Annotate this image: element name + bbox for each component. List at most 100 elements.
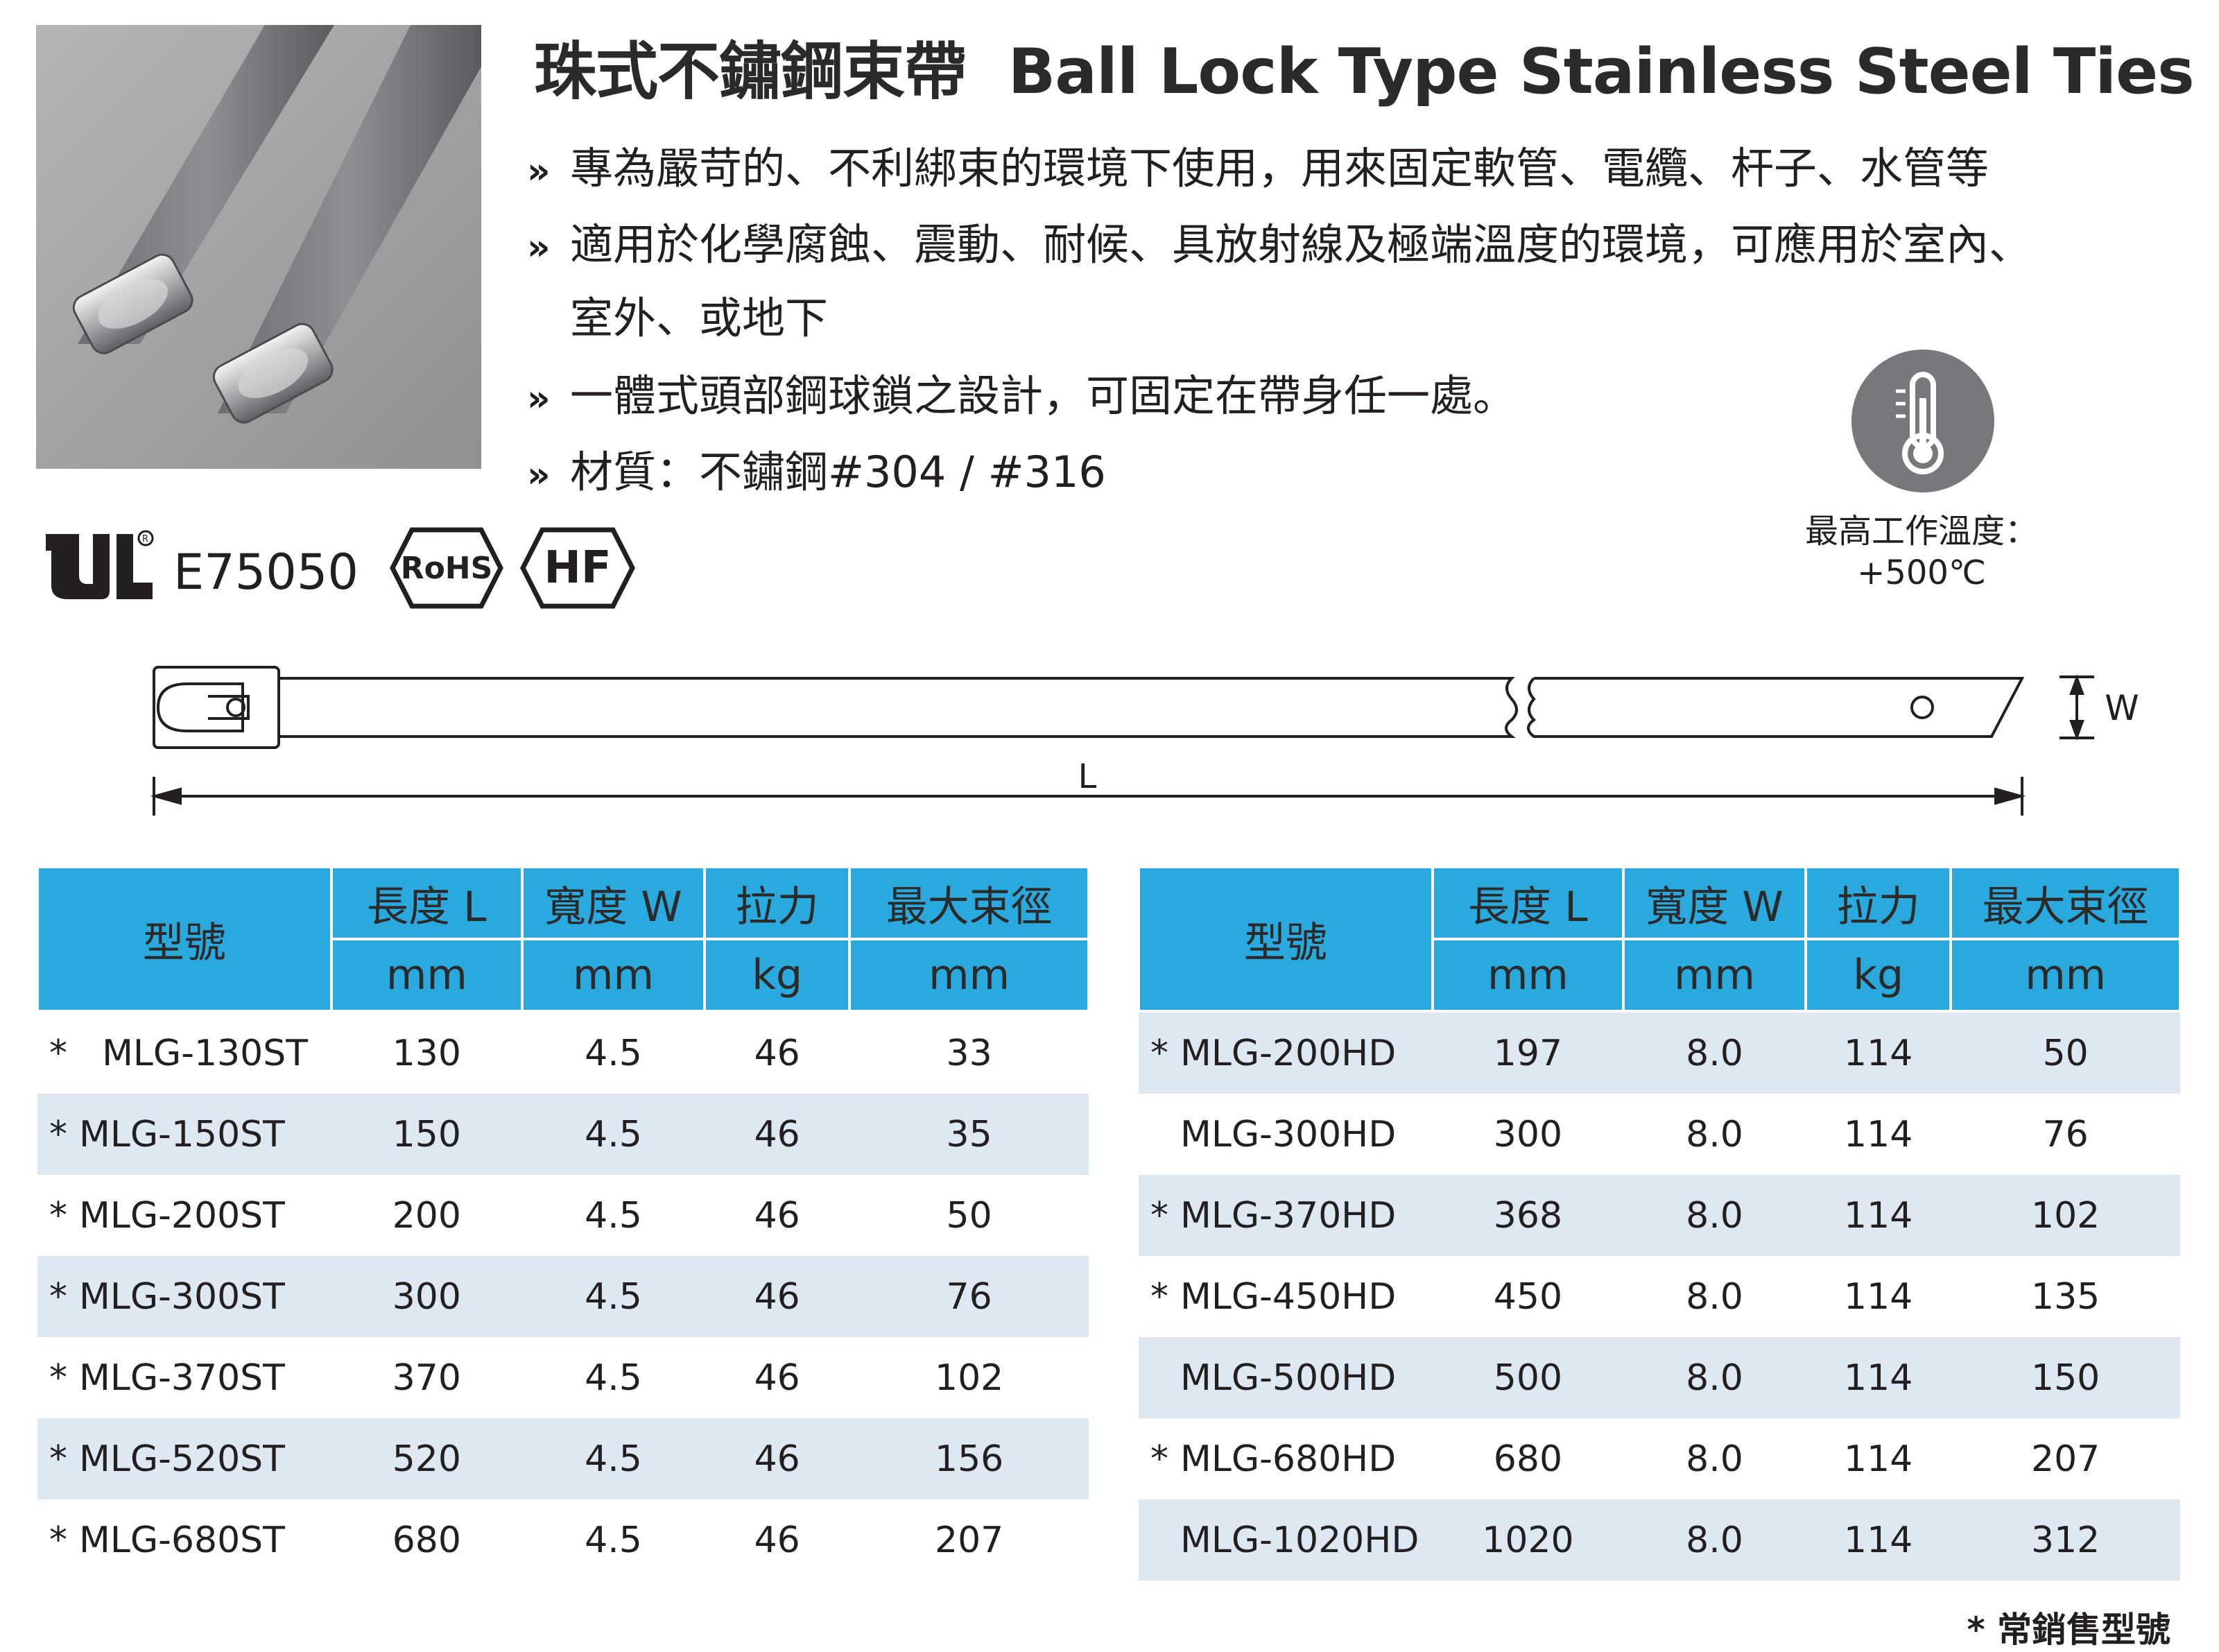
tensile-value: 114 xyxy=(1844,1438,1913,1480)
rohs-badge: RoHS xyxy=(388,526,505,610)
header-bundle-unit: mm xyxy=(848,938,1090,1013)
width-value: 4.5 xyxy=(585,1357,642,1399)
spec-table-hd: 型號 長度 L 寬度 W 拉力 最大束徑 mm mm kg mm * MLG-20… xyxy=(1137,866,2182,1581)
footnote: * 常銷售型號 xyxy=(1967,1610,2170,1650)
tensile-value: 114 xyxy=(1844,1275,1913,1318)
popular-marker: * xyxy=(1150,1194,1168,1237)
length-value: 1020 xyxy=(1432,1499,1623,1581)
bullet-text: 材質：不鏽鋼#304 / #316 xyxy=(570,447,1106,497)
model-number: MLG-200ST xyxy=(79,1194,285,1237)
length-label: L xyxy=(1078,757,1097,796)
popular-marker: * xyxy=(1150,1438,1168,1480)
bundle-value: 102 xyxy=(1951,1175,2180,1256)
bundle-value: 35 xyxy=(849,1094,1089,1175)
width-value: 8.0 xyxy=(1686,1113,1743,1155)
feature-bullet-2-cont: 室外、或地下 xyxy=(570,293,829,343)
model-number: MLG-370ST xyxy=(79,1357,285,1399)
length-value: 200 xyxy=(392,1194,461,1237)
product-photo xyxy=(36,25,481,469)
width-value: 4.5 xyxy=(521,1418,705,1499)
bundle-value: 50 xyxy=(946,1194,992,1237)
bundle-value: 312 xyxy=(1951,1499,2180,1581)
bullet-mark: » xyxy=(527,227,551,268)
bundle-value: 76 xyxy=(2042,1113,2089,1155)
header-bundle-unit: mm xyxy=(1949,938,2182,1013)
table-row: * MLG-520ST 520 4.5 46 156 xyxy=(37,1418,1089,1499)
table-row: * MLG-370ST 370 4.5 46 102 xyxy=(37,1337,1089,1418)
temperature-label: 最高工作溫度： xyxy=(1804,512,2038,551)
width-value: 8.0 xyxy=(1623,1499,1806,1581)
spec-table-st: 型號 長度 L 寬度 W 拉力 最大束徑 mm mm kg mm * MLG-1… xyxy=(36,866,1090,1581)
model-number: MLG-680ST xyxy=(79,1519,285,1561)
length-value: 150 xyxy=(331,1094,522,1175)
width-value: 4.5 xyxy=(585,1194,642,1237)
popular-marker: * xyxy=(49,1357,67,1399)
table-row: * MLG-680ST 680 4.5 46 207 xyxy=(37,1499,1089,1581)
bundle-value: 135 xyxy=(2031,1275,2100,1318)
tie-dimension-diagram: L xyxy=(139,652,2096,832)
tensile-value: 46 xyxy=(705,1094,850,1175)
width-value: 8.0 xyxy=(1686,1275,1743,1318)
width-dimension: W xyxy=(2053,673,2157,756)
table-row: * MLG-680HD 680 8.0 114 207 xyxy=(1139,1418,2180,1499)
popular-marker: * xyxy=(1150,1032,1168,1074)
bundle-value: 76 xyxy=(849,1256,1089,1337)
length-value: 300 xyxy=(1493,1113,1563,1155)
width-value: 8.0 xyxy=(1623,1337,1806,1418)
bundle-value: 150 xyxy=(1951,1337,2180,1418)
model-number: MLG-1020HD xyxy=(1180,1519,1419,1561)
width-label: W xyxy=(2105,688,2139,728)
bullet-mark: » xyxy=(527,454,551,496)
tensile-value: 114 xyxy=(1806,1011,1951,1094)
popular-marker: * xyxy=(49,1113,67,1155)
header-tensile: 拉力 xyxy=(1804,866,1953,940)
width-value: 4.5 xyxy=(521,1094,705,1175)
header-model: 型號 xyxy=(1137,866,1434,1013)
header-width-unit: mm xyxy=(1621,938,1808,1013)
bullet-mark: » xyxy=(527,150,551,192)
header-tensile: 拉力 xyxy=(703,866,852,940)
ul-certificate-number: E75050 xyxy=(173,544,359,601)
feature-bullet-3: » 一體式頭部鋼球鎖之設計，可固定在帶身任一處。 xyxy=(527,361,1516,423)
model-number: MLG-130ST xyxy=(102,1032,308,1074)
bundle-value: 102 xyxy=(935,1357,1004,1399)
tensile-value: 114 xyxy=(1806,1337,1951,1418)
table-row: MLG-500HD 500 8.0 114 150 xyxy=(1139,1337,2180,1418)
length-value: 520 xyxy=(331,1418,522,1499)
popular-marker: * xyxy=(49,1519,67,1561)
model-number: MLG-520ST xyxy=(79,1438,285,1480)
width-value: 4.5 xyxy=(585,1032,642,1074)
title-zh: 珠式不鏽鋼束帶 xyxy=(534,35,967,108)
hf-badge: HF xyxy=(519,526,637,610)
header-bundle: 最大束徑 xyxy=(1949,866,2182,940)
model-number: MLG-300ST xyxy=(79,1275,285,1318)
tensile-value: 46 xyxy=(754,1357,800,1399)
bundle-value: 50 xyxy=(1951,1011,2180,1094)
width-value: 8.0 xyxy=(1686,1438,1743,1480)
popular-marker: * xyxy=(49,1032,67,1074)
table-row: MLG-300HD 300 8.0 114 76 xyxy=(1139,1094,2180,1175)
thermometer-icon xyxy=(1851,350,1994,492)
temperature-value: +500℃ xyxy=(1857,553,1986,592)
ul-logo: R xyxy=(40,527,158,603)
table-row: * MLG-450HD 450 8.0 114 135 xyxy=(1139,1256,2180,1337)
header-tensile-unit: kg xyxy=(1804,938,1953,1013)
max-temperature: 最高工作溫度： +500℃ xyxy=(1761,510,2082,594)
header-tensile-unit: kg xyxy=(703,938,852,1013)
popular-marker: * xyxy=(49,1438,67,1480)
bullet-mark: » xyxy=(527,378,551,420)
model-number: MLG-680HD xyxy=(1180,1438,1397,1480)
length-value: 300 xyxy=(331,1256,522,1337)
tensile-value: 114 xyxy=(1806,1499,1951,1581)
model-number: MLG-150ST xyxy=(79,1113,285,1155)
tensile-value: 46 xyxy=(705,1256,850,1337)
header-width-unit: mm xyxy=(520,938,707,1013)
table-row: * MLG-200ST 200 4.5 46 50 xyxy=(37,1175,1089,1256)
feature-bullet-2: » 適用於化學腐蝕、震動、耐候、具放射線及極端溫度的環境，可應用於室內、 xyxy=(527,209,2032,272)
bundle-value: 207 xyxy=(2031,1438,2100,1480)
popular-marker: * xyxy=(49,1194,67,1237)
header-length-unit: mm xyxy=(329,938,524,1013)
header-bundle: 最大束徑 xyxy=(848,866,1090,940)
header-length: 長度 L xyxy=(329,866,524,940)
length-value: 368 xyxy=(1432,1175,1623,1256)
